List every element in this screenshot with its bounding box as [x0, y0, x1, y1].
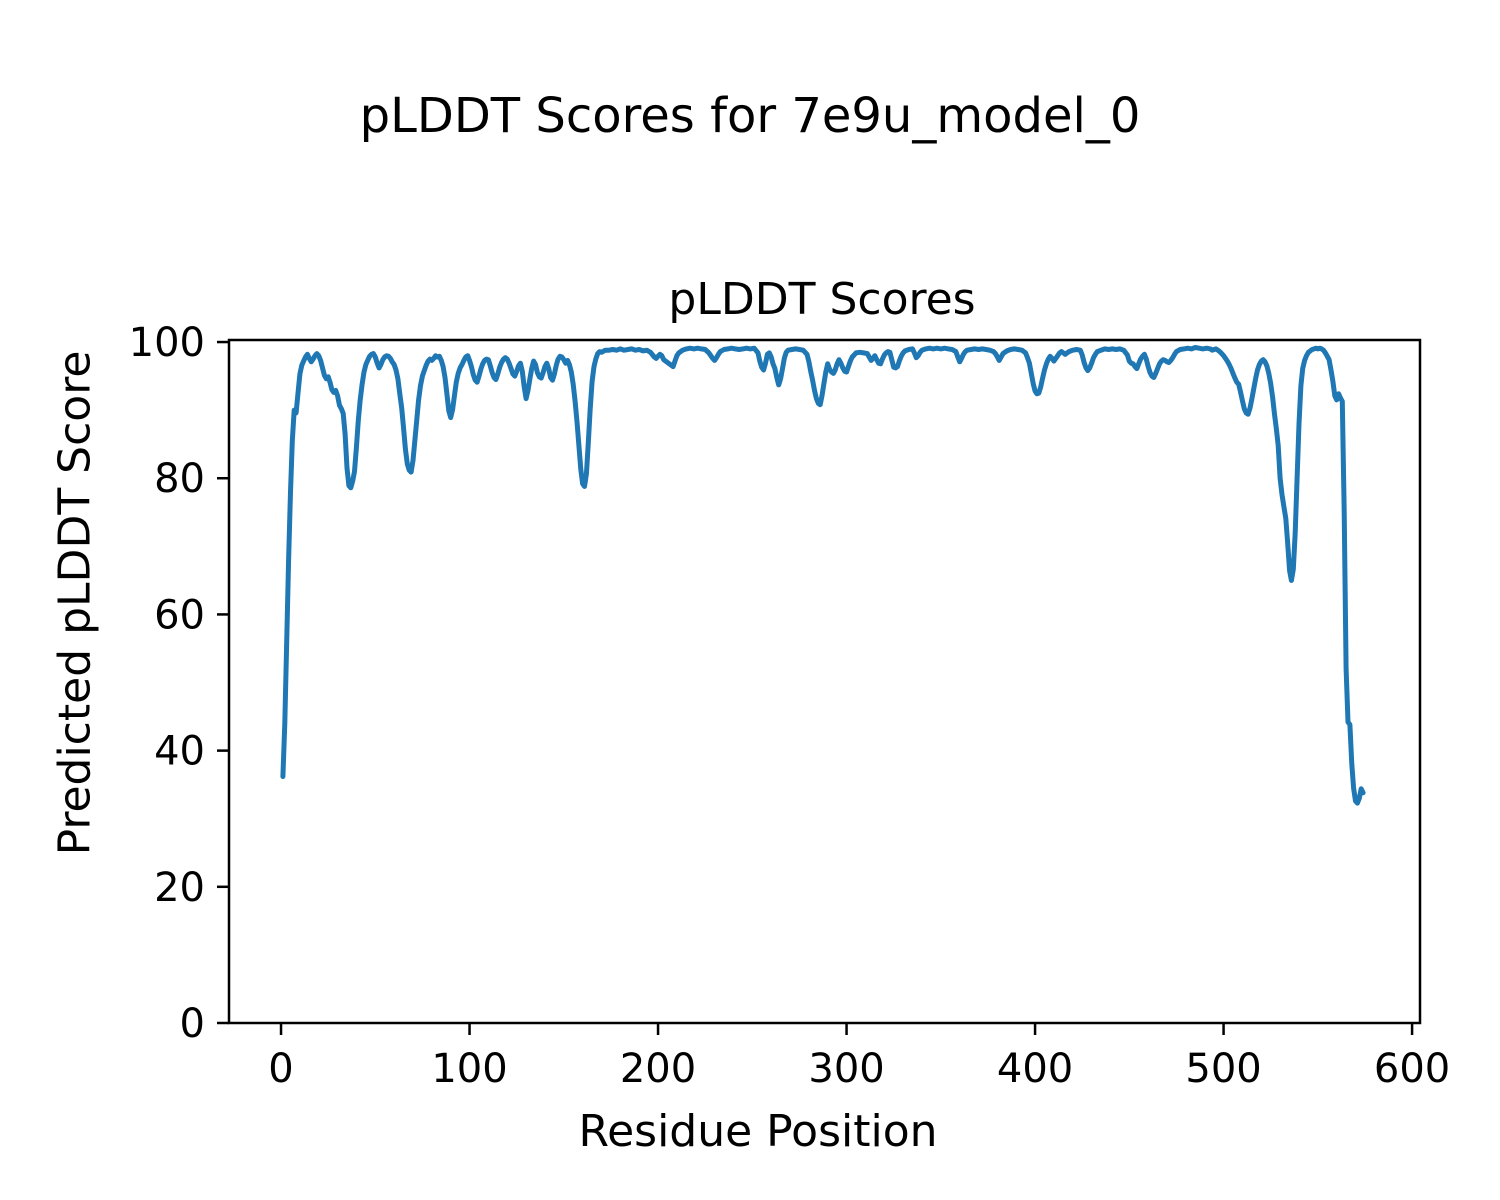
- y-tick-label: 20: [154, 865, 205, 911]
- y-axis-label: Predicted pLDDT Score: [49, 350, 101, 856]
- figure-suptitle: pLDDT Scores for 7e9u_model_0: [359, 88, 1141, 144]
- x-tick-label: 0: [268, 1046, 293, 1092]
- y-tick-label: 100: [129, 320, 205, 366]
- x-tick-label: 400: [997, 1046, 1073, 1092]
- x-tick-label: 200: [620, 1046, 696, 1092]
- x-tick-label: 100: [431, 1046, 507, 1092]
- axes-title: pLDDT Scores: [668, 274, 976, 325]
- y-tick-label: 40: [154, 729, 205, 775]
- y-tick-label: 60: [154, 592, 205, 638]
- plddt-line: [280, 345, 1366, 806]
- x-tick-label: 500: [1185, 1046, 1261, 1092]
- x-tick-label: 600: [1374, 1046, 1450, 1092]
- x-axis-label: Residue Position: [578, 1106, 938, 1157]
- y-tick-label: 80: [154, 456, 205, 502]
- y-tick-label: 0: [180, 1001, 205, 1047]
- x-tick-label: 300: [808, 1046, 884, 1092]
- axes-frame: [227, 338, 1422, 1025]
